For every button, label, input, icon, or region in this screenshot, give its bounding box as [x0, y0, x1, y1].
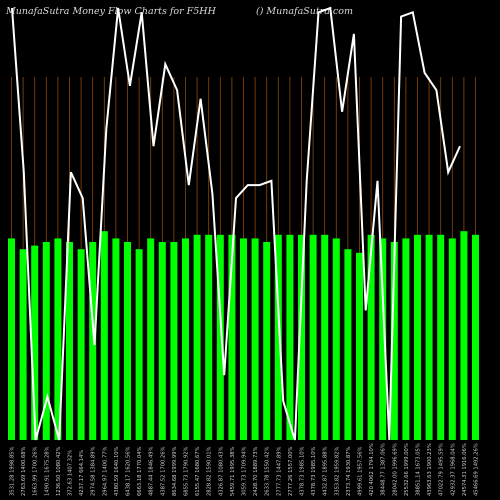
x-tick-label: 1236.50 1080.42% [56, 446, 62, 496]
bar [216, 234, 224, 440]
bar [170, 242, 178, 440]
x-tick-label: 4387.52 1700.26% [160, 446, 166, 496]
bar [228, 234, 236, 440]
x-tick-label: 4999.61 1957.56% [358, 446, 364, 496]
bar [112, 238, 120, 440]
x-tick-label: 38448.77 1387.06% [381, 443, 387, 496]
bar [182, 238, 189, 440]
money-flow-line [11, 6, 461, 441]
x-tick-label: 4237.17 664.14% [79, 450, 85, 496]
x-tick-label: 1663.99 1700.26% [33, 446, 39, 496]
bar [42, 242, 50, 440]
bar [124, 242, 131, 440]
x-tick-label: 25532.66 1999.00% [404, 443, 410, 496]
bar [66, 242, 73, 440]
bar [100, 231, 108, 440]
x-tick-label: 2964.97 1400.77% [102, 446, 108, 496]
bar [54, 238, 62, 440]
chart-title: MunafaSutra Money Flow Charts for F5HH [6, 6, 216, 17]
x-tick-label: 372.63 1407.32% [68, 450, 74, 496]
x-tick-label: 6438.17 1620.56% [126, 446, 132, 496]
bar [437, 234, 445, 440]
x-tick-label: 42932.37 1968.04% [450, 443, 456, 496]
x-tick-label: 28042.00 1996.69% [392, 443, 398, 496]
bar [379, 238, 387, 440]
x-tick-label: 47022.79 1495.59% [439, 443, 445, 496]
x-tick-label: 6855.73 1790.92% [184, 446, 190, 496]
bar [251, 238, 259, 440]
bar [425, 234, 433, 440]
x-tick-label: 2777.26 1557.00% [288, 446, 294, 496]
bar [460, 231, 468, 440]
x-tick-label: 2373.74 1930.87% [346, 446, 352, 496]
bar [240, 238, 247, 440]
x-tick-label: 4378.73 1985.10% [311, 446, 317, 496]
x-tick-label: 24574.31 1916.06% [462, 443, 468, 496]
x-tick-label: 1490.91 1675.28% [44, 446, 50, 496]
x-tick-label: 38851.14 1673.05% [416, 443, 422, 496]
x-tick-label: 2777.73 1447.89% [276, 446, 282, 496]
bar [19, 249, 27, 440]
bar [135, 249, 143, 440]
x-tick-label: 4326.87 1080.43% [218, 446, 224, 496]
bar [77, 249, 85, 440]
bar [402, 238, 410, 440]
x-tick-label: 4432.87 1895.88% [323, 446, 329, 496]
x-tick-label: 2763.69 1400.68% [21, 446, 27, 496]
bar [448, 238, 456, 440]
bar [205, 234, 213, 440]
x-tick-label: 2428.70 1889.73% [253, 446, 259, 496]
x-tick-label: 3059.73 1709.94% [242, 446, 248, 496]
x-tick-label: 4378.73 1985.10% [300, 446, 306, 496]
x-tick-label: 3531.28 1998.85% [10, 446, 16, 496]
watermark: () MunafaSutra.com [256, 6, 353, 17]
bar [390, 242, 398, 440]
bar [8, 238, 15, 440]
bar [263, 242, 271, 440]
bar [344, 249, 352, 440]
bar [298, 234, 305, 440]
bar [472, 234, 479, 440]
x-tick-label: 5459.71 1995.38% [230, 446, 236, 496]
bar [332, 238, 340, 440]
x-tick-label: 6663.18 1770.04% [137, 446, 143, 496]
x-tick-label: 43963.63 1900.23% [427, 443, 433, 496]
bar [414, 234, 421, 440]
bar [147, 238, 155, 440]
bar [158, 242, 166, 440]
x-tick-label: 3353.82 1959.82% [334, 446, 340, 496]
x-tick-label: 2633.78 1550.42% [265, 446, 271, 496]
bar [193, 234, 201, 440]
x-tick-label: 2828.82 1590.01% [207, 446, 213, 496]
bar [31, 245, 39, 440]
bar [274, 234, 282, 440]
bar [321, 234, 329, 440]
x-tick-label: 8634.68 1999.99% [172, 446, 178, 496]
bar [286, 234, 294, 440]
bar [356, 252, 363, 440]
bar [89, 242, 97, 440]
x-tick-label: 420 4062 1794.10% [369, 443, 375, 496]
x-tick-label: 2974.58 1384.89% [91, 446, 97, 496]
x-tick-label: 6155.47 1680.67% [195, 446, 201, 496]
x-tick-label: 4380.59 1640.10% [114, 446, 120, 496]
bar [367, 234, 375, 440]
bar [309, 234, 317, 440]
x-tick-label: 4887.44 1846.49% [149, 446, 155, 496]
x-tick-label: 45466.69 1492.26% [474, 443, 480, 496]
